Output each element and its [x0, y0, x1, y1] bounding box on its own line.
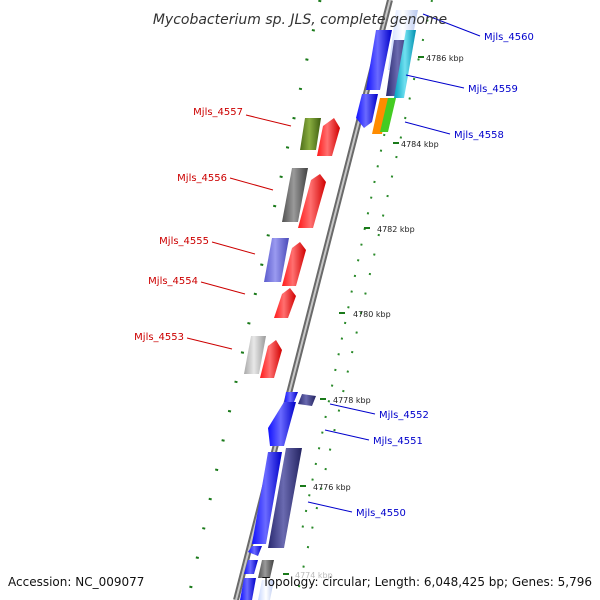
gene-mjls-4556[interactable]: [298, 174, 326, 228]
gene-label-mjls-4553[interactable]: Mjls_4553: [134, 332, 184, 343]
gene-mjls-4550-cog[interactable]: [268, 448, 302, 548]
gene-mjls-4552-head[interactable]: [284, 392, 298, 404]
gene-label-mjls-4559[interactable]: Mjls_4559: [468, 84, 518, 95]
cog-track-dots: [186, 0, 322, 600]
gene-label-mjls-4556[interactable]: Mjls_4556: [177, 173, 227, 184]
gene-mjls-4553[interactable]: [260, 340, 282, 378]
gene-label-mjls-4560[interactable]: Mjls_4560: [484, 32, 534, 43]
gene-mjls-4549[interactable]: [248, 546, 262, 556]
gene-mjls-4560[interactable]: [366, 30, 392, 90]
accession-text: Accession: NC_009077: [8, 575, 144, 589]
gene-label-mjls-4555[interactable]: Mjls_4555: [159, 236, 209, 247]
gene-mjls-4559-cog[interactable]: [394, 30, 416, 98]
gene-mjls-4553-cog[interactable]: [244, 336, 266, 374]
gene-label-mjls-4557[interactable]: Mjls_4557: [193, 107, 243, 118]
tick-label-4776: 4776 kbp: [313, 483, 351, 492]
gene-mjls-4552[interactable]: [298, 394, 316, 406]
gene-mjls-4547[interactable]: [240, 578, 256, 600]
gene-mjls-4554[interactable]: [274, 288, 296, 318]
gene-mjls-4558-cog-orange[interactable]: [372, 98, 390, 134]
leader-lines-reverse: [186, 114, 292, 350]
topology-summary-text: Topology: circular; Length: 6,048,425 bp…: [261, 575, 592, 589]
gene-mjls-4555[interactable]: [282, 242, 306, 286]
gene-label-mjls-4551[interactable]: Mjls_4551: [373, 436, 423, 447]
gene-mjls-4558-cog-green[interactable]: [380, 98, 396, 132]
tick-label-4774: 4774 kbp: [295, 571, 333, 580]
leader-lines-forward: [307, 13, 481, 513]
gene-mjls-4548-cog[interactable]: [258, 560, 274, 578]
gene-label-mjls-4554[interactable]: Mjls_4554: [148, 276, 198, 287]
gene-mjls-4550[interactable]: [252, 452, 282, 544]
gene-label-mjls-4550[interactable]: Mjls_4550: [356, 508, 406, 519]
gene-mjls-4555-cog[interactable]: [264, 238, 289, 282]
tick-label-4782: 4782 kbp: [377, 225, 415, 234]
gene-mjls-4551[interactable]: [268, 402, 296, 446]
gene-mjls-4558[interactable]: [356, 94, 378, 128]
tick-label-4786: 4786 kbp: [426, 54, 464, 63]
gene-mjls-4548[interactable]: [244, 560, 258, 574]
gene-mjls-4547-cog[interactable]: [258, 580, 274, 600]
gene-mjls-4557[interactable]: [317, 118, 340, 156]
map-title: Mycobacterium sp. JLS, complete genome: [153, 12, 447, 28]
tick-label-4778: 4778 kbp: [333, 396, 371, 405]
gene-label-mjls-4552[interactable]: Mjls_4552: [379, 410, 429, 421]
tick-label-4780: 4780 kbp: [353, 310, 391, 319]
tick-label-4784: 4784 kbp: [401, 140, 439, 149]
gene-label-mjls-4558[interactable]: Mjls_4558: [454, 130, 504, 141]
gene-mjls-4557-cog[interactable]: [300, 118, 321, 150]
gene-mjls-4556-cog[interactable]: [282, 168, 308, 222]
tick-marks: [283, 56, 424, 575]
